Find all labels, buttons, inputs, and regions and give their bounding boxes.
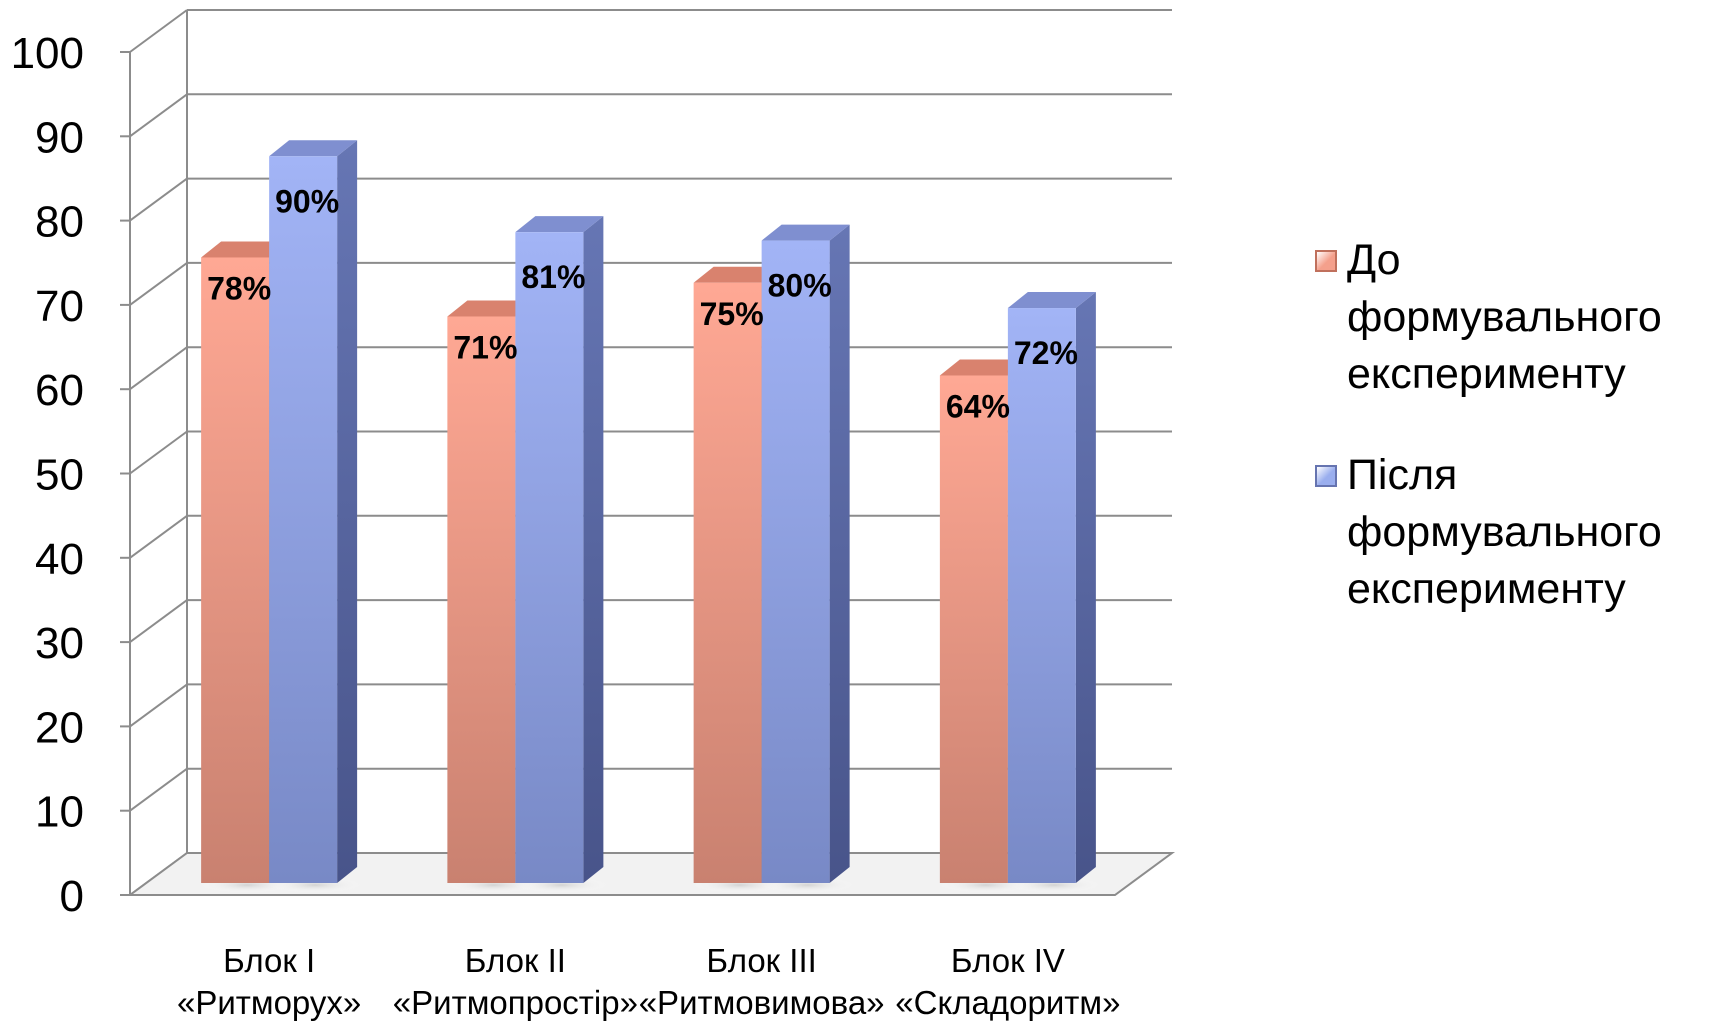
x-tick-label-line: Блок IV (951, 942, 1065, 979)
legend-label-before: До формувального експерименту (1347, 236, 1662, 398)
x-tick-label-line: «Ритмопростір» (393, 984, 638, 1021)
data-label: 90% (275, 183, 339, 219)
data-labels: 78% 90% 71%81% 75%80% 64%72% (207, 183, 1078, 424)
bar-0-0 (201, 257, 270, 884)
legend-swatch-after (1315, 465, 1337, 487)
bar-1-3 (1007, 308, 1076, 883)
y-tick-label: 10 (35, 788, 84, 837)
bar-top-1 (269, 140, 358, 157)
y-tick-label: 80 (35, 198, 84, 247)
legend-item-after: Після формувального експерименту (1315, 447, 1705, 618)
data-label: 71% (453, 329, 517, 365)
y-tick-label: 100 (11, 29, 84, 78)
data-label: 78% (207, 270, 271, 306)
bar-top-0 (201, 241, 290, 258)
legend-label-after: Після формувального експерименту (1347, 451, 1662, 613)
gridline-diagonal (129, 93, 188, 138)
data-label: 72% (1014, 335, 1078, 371)
bar-top-0 (939, 359, 1028, 376)
x-tick-label-line: «Ритморух» (177, 984, 361, 1021)
legend-swatch-before (1315, 250, 1337, 272)
x-tick-label: Блок I «Ритморух» (177, 942, 361, 1021)
x-tick-label-line: Блок I (223, 942, 315, 979)
y-tick-label: 90 (35, 113, 84, 162)
bar-top-1 (761, 224, 850, 241)
bar-0-1 (447, 316, 516, 884)
x-tick-label: Блок IV «Складоритм» (895, 942, 1120, 1021)
y-tick-label: 30 (35, 619, 84, 668)
x-tick-label-line: «Складоритм» (895, 984, 1120, 1021)
gridline-diagonal (129, 262, 188, 306)
y-tick-label: 60 (35, 366, 84, 415)
bar-top-0 (447, 300, 536, 317)
y-tick-label: 20 (35, 703, 84, 752)
gridline-diagonal (129, 514, 188, 559)
data-label: 81% (521, 259, 585, 295)
y-tick-label: 70 (35, 282, 84, 331)
gridline-diagonal (129, 683, 188, 728)
x-tick-label-line: Блок II (465, 942, 566, 979)
y-tick-label: 0 (60, 872, 84, 921)
bar-1-2 (761, 240, 830, 884)
gridline-diagonal (129, 599, 188, 643)
gridline-diagonal (129, 430, 188, 475)
y-tick-label: 50 (35, 451, 84, 500)
x-tick-label-line: «Ритмовимова» (639, 984, 885, 1021)
bar-top-1 (515, 216, 604, 233)
legend: До формувального експерименту Після форм… (1315, 232, 1705, 662)
bar-top-1 (1007, 292, 1096, 309)
x-tick-label: Блок II «Ритмопростір» (393, 942, 638, 1021)
gridline-diagonal (129, 177, 188, 222)
x-axis-labels: Блок I «Ритморух»Блок II «Ритмопростір»Бло… (177, 942, 1120, 1021)
bar-side-1 (337, 140, 358, 884)
bar-1-1 (515, 232, 584, 884)
bar-1-0 (269, 156, 338, 884)
floor (126, 852, 1176, 896)
data-label: 80% (768, 268, 832, 304)
data-label: 64% (946, 388, 1010, 424)
bar-0-2 (693, 282, 762, 883)
data-label: 75% (700, 296, 764, 332)
gridline-diagonal (129, 767, 188, 812)
bars (199, 140, 1102, 893)
legend-item-before: До формувального експерименту (1315, 232, 1705, 403)
x-tick-label: Блок III «Ритмовимова» (639, 942, 885, 1021)
bar-side-1 (829, 224, 850, 884)
y-tick-label: 40 (35, 535, 84, 584)
bar-side-1 (1075, 292, 1096, 883)
x-tick-label-line: Блок III (706, 942, 816, 979)
gridline-diagonal (129, 346, 188, 391)
gridline-diagonal (129, 9, 188, 53)
bar-top-0 (693, 266, 782, 283)
y-axis: 0 10 20 30 40 50 60 70 80 90 100 (11, 10, 188, 921)
bar-0-3 (939, 375, 1008, 883)
bar-side-1 (583, 216, 604, 884)
